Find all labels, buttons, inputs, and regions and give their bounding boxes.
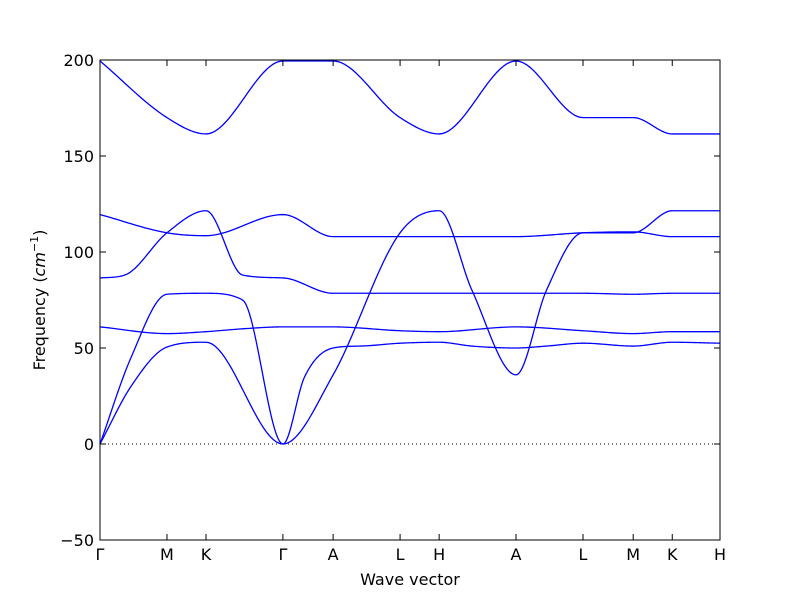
x-tick-label: A: [328, 545, 339, 564]
band-line-4: [99, 210, 720, 295]
band-line-6: [99, 60, 720, 135]
x-tick-label: M: [160, 545, 174, 564]
x-tick-label: K: [667, 545, 678, 564]
y-tick-label: 100: [63, 243, 94, 262]
band-line-3: [99, 326, 720, 335]
x-tick-label: H: [433, 545, 445, 564]
x-tick-label: K: [201, 545, 212, 564]
y-tick-label: −50: [60, 531, 94, 550]
x-tick-label: Γ: [96, 545, 105, 564]
plot-frame: [99, 59, 721, 541]
y-tick-label: 50: [74, 339, 94, 358]
x-tick-label: L: [579, 545, 588, 564]
y-tick-label: 150: [63, 147, 94, 166]
y-axis-title: Frequency (cm−1): [28, 230, 49, 371]
y-tick-label: 200: [63, 51, 94, 70]
x-tick-label: Γ: [278, 545, 287, 564]
band-line-5: [99, 213, 720, 238]
y-tick-label: 0: [84, 435, 94, 454]
band-line-2: [99, 341, 721, 445]
band-line-1: [99, 210, 720, 445]
x-axis-title: Wave vector: [360, 570, 460, 589]
x-tick-label: A: [511, 545, 522, 564]
x-tick-label: L: [396, 545, 405, 564]
x-tick-label: M: [626, 545, 640, 564]
x-tick-label: H: [714, 545, 726, 564]
